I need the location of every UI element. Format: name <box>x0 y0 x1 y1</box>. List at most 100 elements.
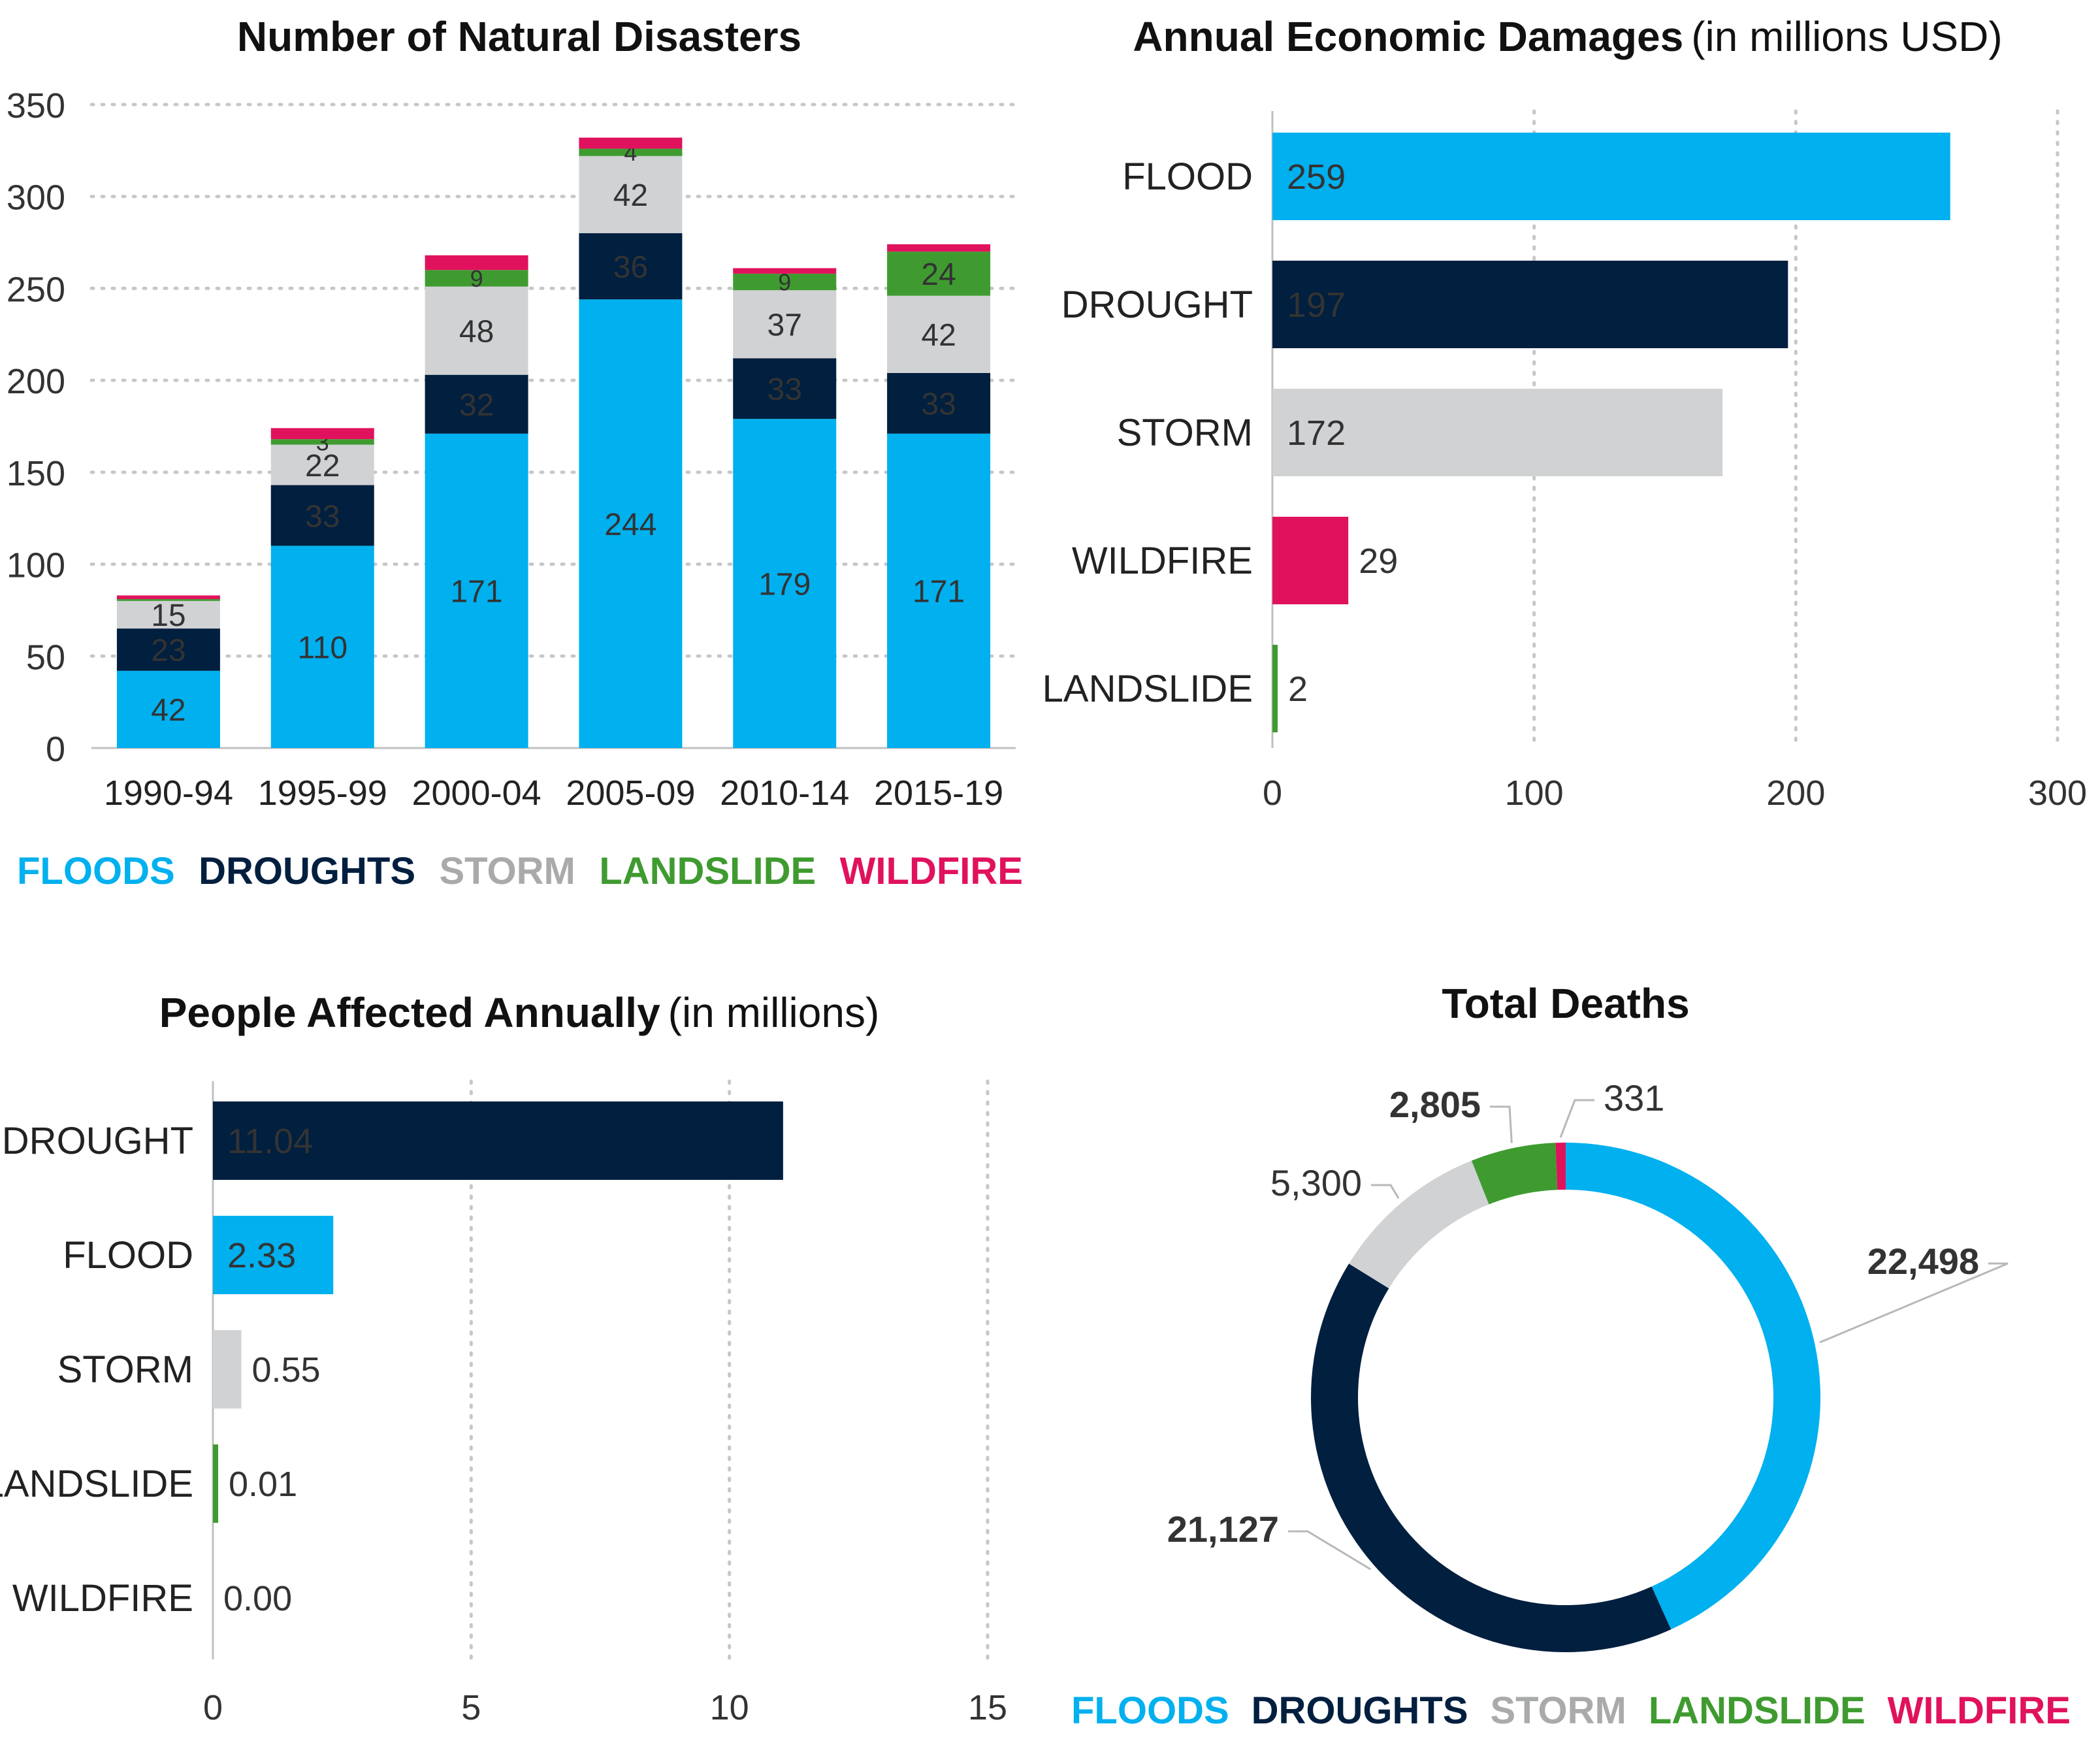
bar-landslide-2010-14 <box>733 273 837 291</box>
x-tick-label: 15 <box>968 1688 1007 1727</box>
data-label-droughts: 32 <box>459 388 494 423</box>
bar-landslide <box>213 1444 218 1523</box>
data-label-storm: 22 <box>305 449 340 483</box>
chart-title-main: Total Deaths <box>1442 980 1689 1027</box>
bar-storm-2015-19 <box>887 295 991 373</box>
x-tick-label: 200 <box>1766 774 1825 813</box>
y-tick-label: 150 <box>7 454 65 493</box>
deaths-chart: Total Deaths 22,498 21,127 5,300 2,805 331 <box>1167 980 2009 1652</box>
disasters-chart-panel: Number of Natural Disasters 0 50 100 150 200 2… <box>0 0 1045 849</box>
data-label-storm: 0.55 <box>251 1350 320 1390</box>
bar-wildfire <box>1272 517 1349 604</box>
x-tick-label: 2005-09 <box>566 774 695 813</box>
x-tick-label: 0 <box>203 1688 223 1727</box>
bar-wildfire-2005-09 <box>579 137 683 149</box>
data-label-floods: 110 <box>297 630 347 665</box>
data-label-droughts: 21,127 <box>1167 1508 1279 1550</box>
y-tick-label: 200 <box>7 362 65 401</box>
data-label-droughts: 33 <box>921 387 956 422</box>
legend-wildfire: WILDFIRE <box>839 850 1023 892</box>
data-label-droughts: 33 <box>767 372 802 407</box>
data-label-storm: 42 <box>613 178 648 213</box>
bar-storm-1995-99 <box>270 444 374 485</box>
data-label-droughts: 36 <box>613 250 648 285</box>
x-tick-label: 2010-14 <box>720 774 849 813</box>
legend-wildfire: WILDFIRE <box>1887 1689 2071 1732</box>
data-label-wildfire: 0.00 <box>223 1579 292 1618</box>
data-label-floods: 179 <box>758 567 811 602</box>
damages-chart-panel: Annual Economic Damages (in millions USD)… <box>1042 0 2100 849</box>
y-tick-label: 250 <box>7 270 65 309</box>
data-label-storm: 42 <box>921 318 956 353</box>
bar-droughts-2005-09 <box>579 233 683 300</box>
category-label: DROUGHT <box>2 1120 193 1162</box>
data-label-droughts: 33 <box>305 499 340 534</box>
chart-title-main: Number of Natural Disasters <box>237 13 801 60</box>
bar-wildfire-2015-19 <box>887 244 991 252</box>
slice-wildfire <box>1555 1143 1566 1190</box>
slice-landslide <box>1471 1143 1558 1205</box>
legend-floods: FLOODS <box>17 850 175 892</box>
bar-wildfire-1995-99 <box>270 428 374 440</box>
bar-landslide-1995-99 <box>270 439 374 445</box>
chart-title-main: People Affected Annually <box>159 989 660 1036</box>
x-tick-label: 0 <box>1263 774 1282 813</box>
slice-floods <box>1566 1143 1820 1630</box>
x-tick-label: 100 <box>1505 774 1564 813</box>
bar-flood <box>1272 133 1950 220</box>
bar-storm <box>213 1330 242 1409</box>
damages-chart: Annual Economic Damages (in millions USD)… <box>1042 13 2087 813</box>
legend-storm: STORM <box>439 850 575 892</box>
bar-storm-1990-94 <box>116 600 220 629</box>
data-label-flood: 2.33 <box>227 1236 296 1275</box>
y-tick-label: 350 <box>7 86 65 125</box>
data-label-floods: 22,498 <box>1867 1241 1979 1282</box>
bar-storm-2005-09 <box>579 155 683 233</box>
data-label-storm: 37 <box>767 308 802 343</box>
leader-line <box>1819 1262 2009 1344</box>
legend-top: FLOODS DROUGHTS STORM LANDSLIDE WILDFIRE <box>17 849 1023 893</box>
category-label: WILDFIRE <box>12 1577 193 1620</box>
data-label-drought: 197 <box>1287 285 1346 325</box>
chart-title-main: Annual Economic Damages <box>1133 13 1683 60</box>
bar-droughts-1995-99 <box>270 485 374 546</box>
x-tick-label: 1990-94 <box>104 774 233 813</box>
bar-floods-1995-99 <box>270 546 374 748</box>
bar-drought <box>213 1101 783 1180</box>
category-label: STORM <box>1117 412 1253 454</box>
category-label: LANDSLIDE <box>0 1463 193 1505</box>
bar-floods-1990-94 <box>116 670 220 748</box>
category-label: FLOOD <box>63 1234 193 1277</box>
data-label-landslide: 9 <box>470 265 483 292</box>
bar-droughts-2010-14 <box>733 358 837 419</box>
bar-landslide-1990-94 <box>116 599 220 601</box>
x-tick-label: 5 <box>461 1688 481 1727</box>
bar-wildfire-1990-94 <box>116 595 220 600</box>
data-label-landslide: 2 <box>1288 670 1308 709</box>
data-label-droughts: 23 <box>151 634 186 668</box>
affected-chart: People Affected Annually (in millions) 0 5 1… <box>0 989 1007 1727</box>
bar-droughts-2015-19 <box>887 372 991 434</box>
category-label: STORM <box>57 1348 193 1391</box>
category-label: LANDSLIDE <box>1042 668 1253 710</box>
x-tick-label: 2015-19 <box>874 774 1003 813</box>
legend-landslide: LANDSLIDE <box>599 850 816 892</box>
chart-title: Number of Natural Disasters <box>237 13 801 60</box>
deaths-chart-panel: Total Deaths 22,498 21,127 5,300 2,805 331 <box>1045 947 2100 1666</box>
x-tick-label: 2000-04 <box>412 774 541 813</box>
bar-floods-2005-09 <box>579 299 683 748</box>
chart-title-subtitle: (in millions USD) <box>1691 13 2003 60</box>
legend-droughts: DROUGHTS <box>1251 1689 1468 1732</box>
bar-storm-2000-04 <box>425 286 528 375</box>
data-label-floods: 42 <box>151 693 186 728</box>
bar-floods-2015-19 <box>887 433 991 748</box>
x-tick-label: 1995-99 <box>258 774 387 813</box>
data-label-wildfire: 331 <box>1604 1077 1664 1118</box>
y-tick-label: 100 <box>7 546 65 585</box>
data-label-flood: 259 <box>1287 157 1346 197</box>
legend-landslide: LANDSLIDE <box>1648 1689 1866 1732</box>
data-label-storm: 48 <box>459 314 494 349</box>
bar-drought <box>1272 261 1788 348</box>
leader-line <box>1559 1099 1594 1138</box>
